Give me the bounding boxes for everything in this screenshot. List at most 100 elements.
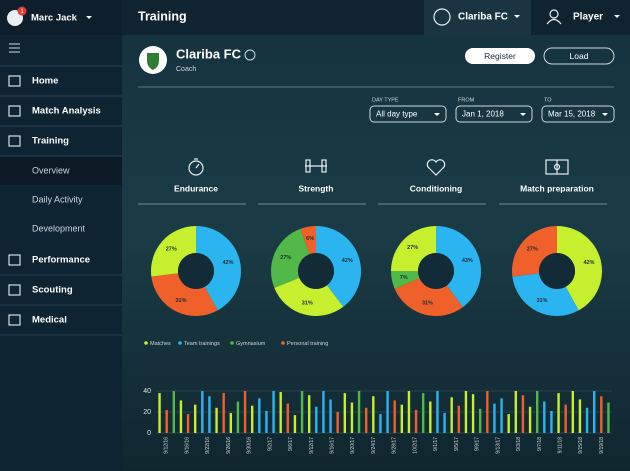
donut-segment <box>391 226 436 271</box>
filter-dropdown[interactable] <box>455 105 533 123</box>
segment-label: 27% <box>280 255 291 261</box>
sidebar <box>0 0 122 471</box>
bar <box>507 414 510 433</box>
x-tick-label: 9/5/17 <box>454 437 460 451</box>
donut-segment <box>151 273 218 316</box>
bar <box>450 397 453 433</box>
bar <box>379 414 382 433</box>
legend-label: Gymnasium <box>236 341 266 347</box>
bar <box>421 393 425 433</box>
segment-label: 7% <box>400 275 408 281</box>
info-icon[interactable] <box>244 49 256 61</box>
x-tick-label: 9/7/18 <box>537 437 543 451</box>
segment-label: 31% <box>537 298 548 304</box>
player-menu[interactable]: Player <box>573 12 603 23</box>
nav-icon <box>8 254 21 266</box>
bar <box>315 406 318 433</box>
section-title: Match preparation <box>520 183 594 193</box>
legend-label: Matches <box>150 341 171 347</box>
donut-segment <box>316 226 362 307</box>
bar <box>322 391 325 433</box>
subnav-item[interactable]: Overview <box>32 165 70 175</box>
filter-label: TO <box>544 97 552 103</box>
nav-icon <box>8 105 21 117</box>
bar <box>464 391 468 433</box>
user-caret <box>86 16 92 19</box>
donut-segment <box>391 271 420 289</box>
nav-item[interactable]: Medical <box>32 315 67 326</box>
notification-badge <box>17 6 27 16</box>
bar <box>550 410 553 433</box>
bar <box>165 409 168 433</box>
pitch-icon <box>545 159 569 175</box>
legend-swatch <box>281 341 285 345</box>
section-title: Endurance <box>174 183 218 193</box>
dumbbell-icon <box>305 159 327 173</box>
filter-dropdown[interactable] <box>541 105 615 123</box>
nav-item[interactable]: Performance <box>32 255 90 266</box>
segment-label: 27% <box>527 247 538 253</box>
x-tick-label: 9/28/17 <box>392 437 398 454</box>
bar <box>407 391 411 433</box>
bar <box>478 408 482 433</box>
donut-hole <box>178 253 214 289</box>
x-tick-label: 9/9/17 <box>475 437 481 451</box>
bar <box>258 398 261 433</box>
user-name[interactable]: Marc Jack <box>31 13 78 24</box>
subnav-item[interactable]: Development <box>32 223 86 233</box>
bar <box>158 393 161 433</box>
bar <box>393 400 396 433</box>
filter-caret <box>434 113 440 116</box>
donut-hole <box>418 253 454 289</box>
player-caret <box>614 15 620 18</box>
bar <box>436 391 439 433</box>
nav-item[interactable]: Training <box>32 136 69 147</box>
legend-swatch <box>144 341 148 345</box>
load-button[interactable] <box>543 47 615 65</box>
legend-swatch <box>178 341 182 345</box>
donut-segment <box>274 277 344 316</box>
x-tick-label: 10/2/17 <box>412 437 418 454</box>
nav-item[interactable]: Home <box>32 76 58 87</box>
bar <box>414 409 418 433</box>
bar <box>215 407 218 433</box>
team-name: Clariba FC <box>458 12 508 23</box>
filter-label: DAY TYPE <box>372 97 399 103</box>
bar <box>500 398 503 433</box>
bar <box>179 400 183 433</box>
subnav-item[interactable]: Daily Activity <box>32 194 83 204</box>
bar <box>443 413 446 433</box>
bar <box>279 392 282 433</box>
filter-value: Mar 15, 2018 <box>548 110 596 119</box>
bar <box>286 403 290 433</box>
bar <box>250 405 254 433</box>
filter-value: All day type <box>376 110 418 119</box>
filter-dropdown[interactable] <box>369 105 447 123</box>
bar <box>600 396 603 433</box>
team-selector[interactable] <box>424 0 531 35</box>
nav-item[interactable]: Scouting <box>32 285 73 296</box>
bar <box>493 403 496 433</box>
bar <box>336 412 339 433</box>
y-tick-label: 20 <box>143 409 151 416</box>
bar <box>429 401 432 433</box>
bar <box>372 396 375 433</box>
nav-item[interactable]: Match Analysis <box>32 106 101 117</box>
nav-icon <box>8 284 21 296</box>
team-caret <box>514 15 520 18</box>
y-tick-label: 40 <box>143 388 151 395</box>
bar <box>300 391 304 433</box>
bar <box>272 391 275 433</box>
register-button[interactable] <box>465 48 535 64</box>
menu-icon[interactable] <box>9 43 20 53</box>
filter-caret <box>602 113 608 116</box>
bar <box>557 393 560 433</box>
x-tick-label: 9/6/17 <box>288 437 294 451</box>
legend-label: Personal training <box>287 341 328 347</box>
donut-segment <box>271 228 310 288</box>
x-tick-label: 9/3/18 <box>516 437 522 451</box>
segment-label: 31% <box>302 300 313 306</box>
x-tick-label: 9/12/16 <box>164 437 170 454</box>
bar <box>222 393 225 433</box>
